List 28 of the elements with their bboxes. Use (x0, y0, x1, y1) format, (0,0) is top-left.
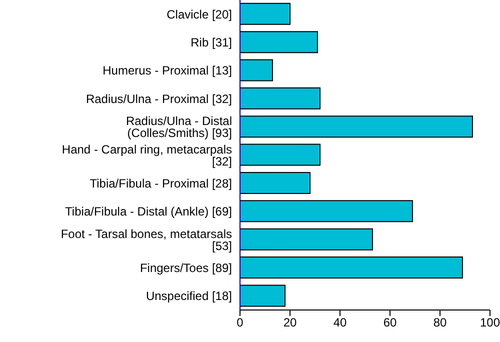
bar (240, 172, 310, 194)
y-tick-label: Tibia/Fibula - Distal (Ankle) [69] (65, 204, 232, 219)
x-tick-label: 20 (283, 316, 297, 330)
bar (240, 87, 320, 110)
y-tick-label: Hand - Carpal ring, metacarpals [32] (62, 142, 232, 168)
x-tick-label: 40 (333, 316, 347, 330)
x-tick-label: 100 (480, 316, 500, 330)
bar (240, 144, 320, 166)
bar (240, 2, 290, 25)
bar (240, 59, 273, 82)
bar (240, 228, 373, 250)
y-tick-label: Rib [31] (190, 36, 232, 50)
y-tick-label: Foot - Tarsal bones, metatarsals [53] (60, 226, 232, 253)
y-tick-label: Clavicle [20] (166, 7, 232, 22)
x-tick-label: 60 (383, 316, 397, 330)
y-tick-label: Tibia/Fibula - Proximal [28] (90, 176, 232, 190)
bar (240, 256, 463, 279)
x-tick-label: 80 (433, 316, 447, 330)
y-tick-label: Humerus - Proximal [13] (102, 64, 232, 78)
y-tick-label: Radius/Ulna - Distal (Colles/Smiths) [93] (126, 114, 232, 140)
x-tick-label: 0 (236, 316, 244, 330)
bar (240, 284, 286, 307)
y-tick-label: Fingers/Toes [89] (140, 260, 232, 275)
y-tick-label: Radius/Ulna - Proximal [32] (86, 92, 232, 106)
bar (240, 200, 413, 222)
bar (240, 116, 473, 138)
bar (240, 31, 318, 54)
y-tick-label: Unspecified [18] (146, 289, 232, 304)
